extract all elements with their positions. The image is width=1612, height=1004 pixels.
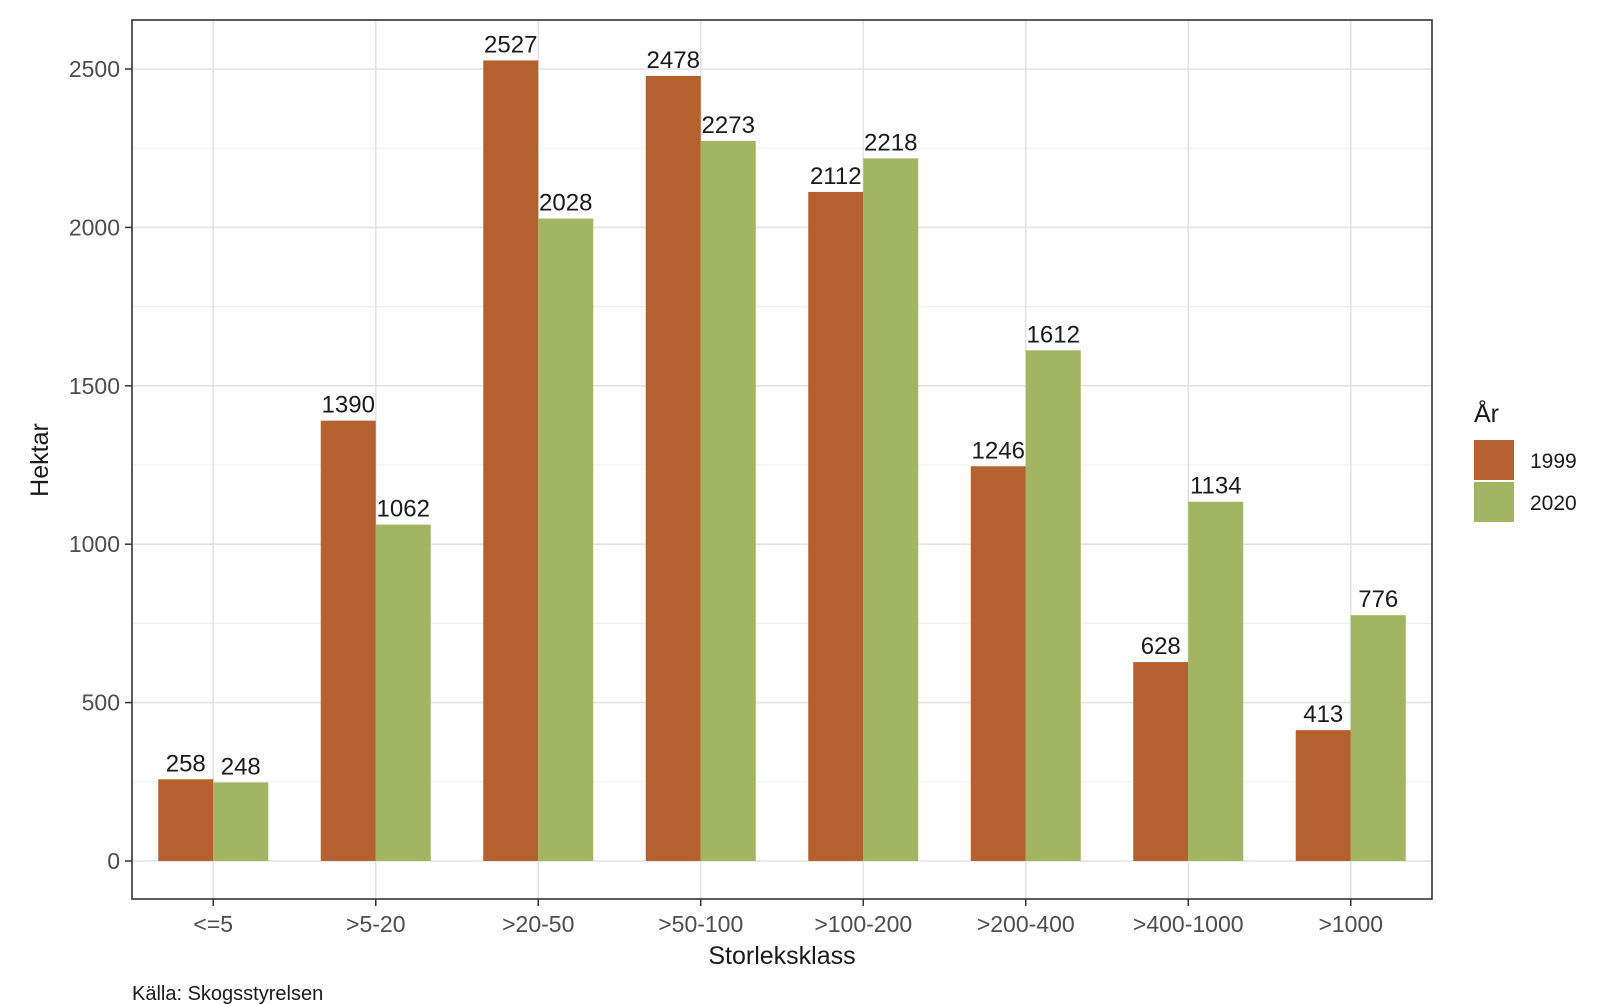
data-label: 258 <box>166 750 206 777</box>
data-label: 628 <box>1141 633 1181 660</box>
x-tick-label: >200-400 <box>977 911 1075 937</box>
x-axis-title: Storleksklass <box>708 942 855 970</box>
bar-2020 <box>700 140 756 862</box>
data-label: 1062 <box>377 496 430 523</box>
y-tick-label: 2000 <box>69 214 120 240</box>
legend-label: 1999 <box>1530 450 1577 473</box>
x-tick-label: >1000 <box>1318 911 1383 937</box>
data-label: 2273 <box>702 112 755 139</box>
bar-1999 <box>483 60 539 861</box>
bar-1999 <box>158 779 214 861</box>
legend-key-1999 <box>1474 440 1514 480</box>
legend-label: 2020 <box>1530 492 1577 515</box>
bar-2020 <box>375 524 431 861</box>
data-label: 776 <box>1358 586 1398 613</box>
y-axis: 0 500 1000 1500 2000 2500 <box>69 56 132 874</box>
bar-1999 <box>808 191 864 861</box>
bar-2020 <box>1350 615 1406 861</box>
data-label: 2028 <box>539 190 592 217</box>
x-tick-label: >100-200 <box>814 911 912 937</box>
bar-2020 <box>538 218 594 861</box>
y-tick-label: 0 <box>107 848 120 874</box>
bar-2020 <box>1025 350 1081 861</box>
data-label: 2478 <box>647 47 700 74</box>
data-label: 2112 <box>810 163 862 190</box>
bar-1999 <box>645 75 701 861</box>
legend: År 1999 2020 <box>1474 398 1577 522</box>
bar-1999 <box>1295 730 1351 861</box>
caption: Källa: Skogsstyrelsen <box>132 983 323 1004</box>
data-label: 1246 <box>972 437 1025 464</box>
data-label: 413 <box>1303 701 1343 728</box>
x-tick-label: <=5 <box>193 911 233 937</box>
plot-border <box>131 19 1433 900</box>
y-axis-title: Hektar <box>26 423 54 497</box>
x-tick-label: >400-1000 <box>1133 911 1244 937</box>
data-label: 2218 <box>864 129 917 156</box>
data-label: 1134 <box>1190 473 1242 500</box>
y-tick-label: 2500 <box>69 56 120 82</box>
x-tick-label: >5-20 <box>346 911 405 937</box>
legend-title: År <box>1474 398 1499 428</box>
legend-items: 1999 2020 <box>1474 440 1577 522</box>
x-tick-label: >50-100 <box>658 911 743 937</box>
x-tick-label: >20-50 <box>502 911 574 937</box>
legend-key-2020 <box>1474 482 1514 522</box>
data-label: 248 <box>221 753 261 780</box>
y-tick-label: 500 <box>82 690 120 716</box>
bar-2020 <box>1188 501 1244 861</box>
bar-1999 <box>970 466 1026 861</box>
y-tick-label: 1000 <box>69 531 120 557</box>
data-label: 2527 <box>484 31 537 58</box>
bar-1999 <box>1133 662 1189 861</box>
data-label: 1612 <box>1027 321 1080 348</box>
y-tick-label: 1500 <box>69 373 120 399</box>
bar-1999 <box>320 420 376 861</box>
data-label: 1390 <box>322 392 375 419</box>
bar-2020 <box>213 782 269 861</box>
bars <box>158 60 1406 862</box>
bar-2020 <box>863 158 919 862</box>
x-axis: <=5 >5-20 >20-50 >50-100 >100-200 >200-400 >40… <box>193 899 1383 937</box>
